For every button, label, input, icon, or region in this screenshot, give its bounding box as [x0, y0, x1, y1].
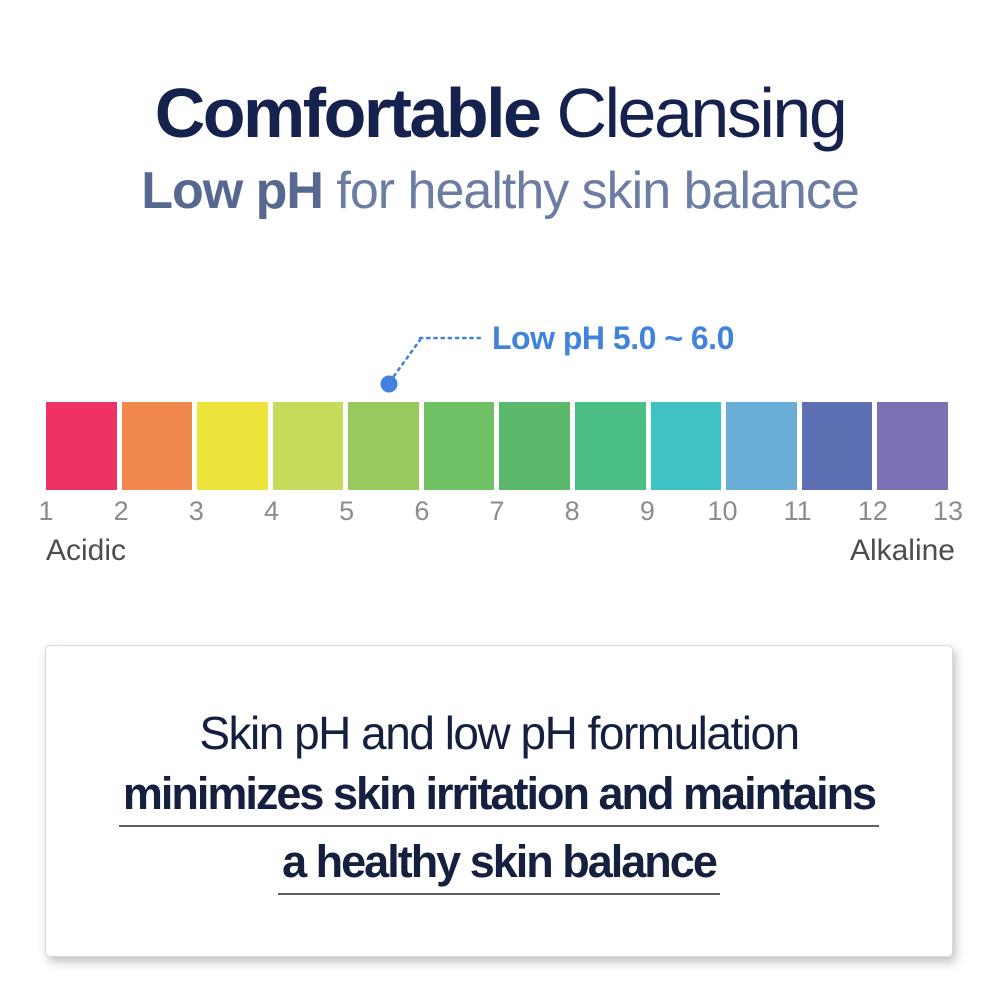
ph-block — [121, 402, 193, 490]
ph-block — [46, 402, 117, 490]
ph-block — [575, 402, 646, 490]
ph-block — [423, 402, 495, 490]
ph-tick-label: 6 — [414, 496, 430, 526]
dotted-leader-line-icon — [392, 336, 486, 378]
ph-tick-label: 4 — [263, 496, 280, 526]
ph-block — [197, 402, 268, 490]
ph-tick-label: 10 — [707, 496, 738, 526]
ph-tick-label: 13 — [932, 496, 964, 526]
ph-tick-label: 1 — [38, 496, 54, 526]
page-subtitle-regular: for healthy skin balance — [336, 162, 859, 220]
ph-block — [726, 402, 797, 490]
info-line-3-wrap: a healthy skin balance — [46, 839, 952, 895]
ph-tick-label: 2 — [113, 496, 129, 526]
page-subtitle-bold: Low pH — [141, 162, 324, 220]
ph-tick-label: 5 — [339, 496, 355, 526]
ph-tick-label: 11 — [783, 496, 812, 526]
acidic-label: Acidic — [46, 534, 127, 567]
ph-block — [499, 402, 571, 490]
ph-tick-label: 9 — [639, 496, 655, 526]
info-line-2-wrap: minimizes skin irritation and maintains — [46, 771, 952, 827]
ph-tick-label: 8 — [564, 496, 580, 526]
ph-tick-label: 7 — [489, 496, 505, 526]
header: Comfortable Cleansing Low pH for healthy… — [0, 78, 1000, 217]
ph-tick-labels: 1 2 3 4 5 6 7 8 9 10 11 12 13 — [38, 496, 963, 528]
info-line-2: minimizes skin irritation and maintains — [118, 771, 880, 827]
page-subtitle: Low pH for healthy skin balance — [0, 165, 1000, 217]
ph-bar — [46, 402, 948, 490]
ph-tick-label: 3 — [188, 496, 204, 526]
ph-block — [650, 402, 722, 490]
page-title-bold: Comfortable — [154, 74, 542, 152]
ph-tick-label: 12 — [857, 496, 888, 526]
ph-block — [801, 402, 873, 490]
ph-block — [272, 402, 344, 490]
alkaline-label: Alkaline — [849, 534, 955, 567]
info-line-3: a healthy skin balance — [278, 839, 720, 895]
ph-block — [348, 402, 419, 490]
callout-label: Low pH 5.0 ~ 6.0 — [492, 320, 734, 356]
page-title: Comfortable Cleansing — [0, 78, 1000, 148]
callout-dot-icon — [380, 375, 398, 393]
info-line-1: Skin pH and low pH formulation — [199, 707, 800, 759]
page-title-regular: Cleansing — [556, 74, 847, 152]
ph-block — [877, 402, 948, 490]
info-box: Skin pH and low pH formulation minimizes… — [45, 645, 953, 957]
